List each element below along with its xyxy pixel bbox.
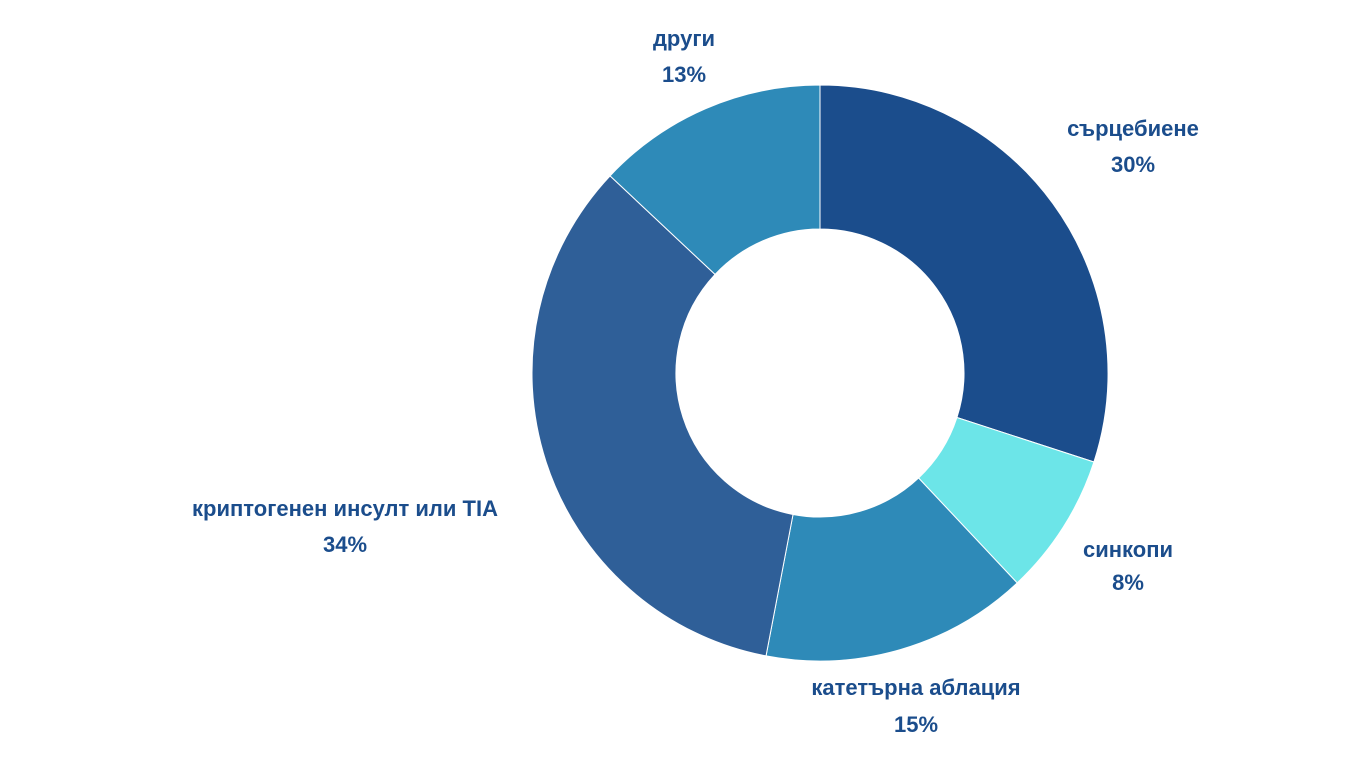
slice-label: сърцебиене (1067, 116, 1199, 141)
slice-label: синкопи (1083, 537, 1173, 562)
donut-slice (609, 84, 821, 276)
slice-label: други (653, 26, 715, 51)
donut-slice (819, 84, 1109, 463)
slice-value-label: 8% (1112, 570, 1144, 595)
slice-value-label: 13% (662, 62, 706, 87)
donut-slice (765, 477, 1018, 662)
donut-slice (531, 175, 794, 657)
slice-label: криптогенен инсулт или TIA (192, 496, 498, 521)
slice-value-label: 15% (894, 712, 938, 737)
slice-label: катетърна аблация (811, 675, 1020, 700)
slice-value-label: 30% (1111, 152, 1155, 177)
slice-value-label: 34% (323, 532, 367, 557)
